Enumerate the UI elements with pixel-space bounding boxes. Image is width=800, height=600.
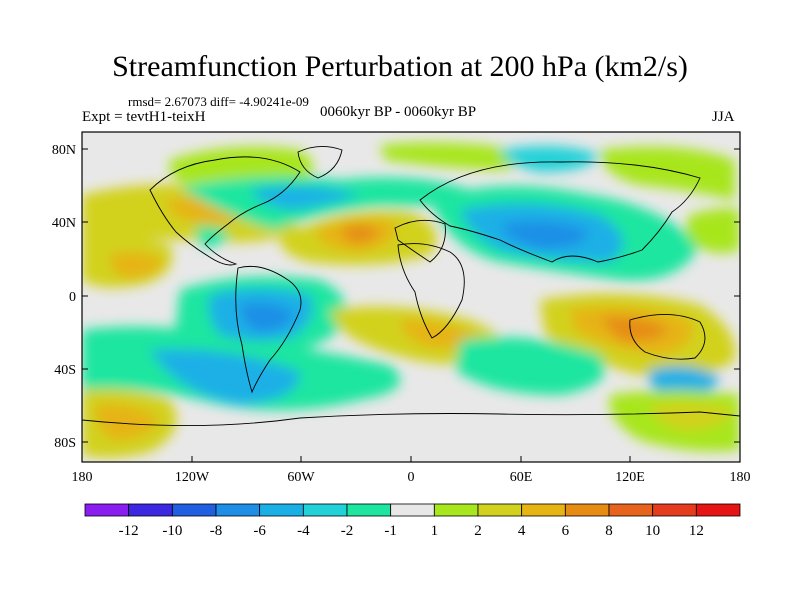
legend-swatch — [259, 503, 304, 517]
contour-patch — [169, 146, 314, 185]
lon-ticks — [81, 456, 741, 462]
season-label: JJA — [712, 109, 735, 125]
experiment-label: Expt = tevtH1-teixH — [82, 109, 206, 125]
stats-text: rmsd= 2.67073 diff= -4.90241e-09 — [128, 94, 309, 109]
legend-label: 8 — [605, 523, 613, 539]
legend-swatch — [302, 503, 348, 517]
legend-swatch — [128, 503, 173, 517]
legend-label: -6 — [253, 523, 266, 539]
legend-labels: -12 -10 -8 -6 -4 -2 -1 1 2 4 6 8 10 12 — [119, 523, 704, 539]
legend-swatch — [84, 503, 130, 517]
period-label: 0060kyr BP - 0060kyr BP — [320, 104, 477, 120]
lat-ticks — [82, 148, 740, 443]
legend-label: 10 — [645, 523, 660, 539]
color-legend — [84, 503, 741, 517]
legend-label: -12 — [119, 523, 139, 539]
legend-swatch — [564, 503, 610, 517]
legend-label: -4 — [297, 523, 310, 539]
coastlines — [82, 146, 740, 426]
legend-label: -1 — [384, 523, 397, 539]
legend-swatch — [477, 503, 523, 517]
contour-patch — [95, 404, 160, 440]
contour-patch — [686, 208, 740, 254]
legend-label: -8 — [210, 523, 223, 539]
legend-label: 2 — [474, 523, 482, 539]
legend-label: -10 — [162, 523, 182, 539]
legend-label: 4 — [518, 523, 526, 539]
contour-patch — [240, 302, 295, 332]
legend-swatch — [521, 503, 566, 517]
chart-title: Streamfunction Perturbation at 200 hPa (… — [112, 50, 688, 83]
lat-label-80s: 80S — [54, 436, 76, 451]
legend-label: 1 — [431, 523, 439, 539]
legend-swatch — [433, 503, 479, 517]
contour-patch — [650, 402, 735, 431]
legend-swatch — [608, 503, 654, 517]
lat-label-40s: 40S — [54, 363, 76, 378]
lat-label-0: 0 — [69, 290, 76, 305]
legend-swatch — [346, 503, 392, 517]
contour-patch — [455, 337, 605, 395]
lon-label-60w: 60W — [287, 470, 315, 485]
legend-label: 12 — [689, 523, 704, 539]
legend-swatch — [171, 503, 217, 517]
legend-swatch — [215, 503, 261, 517]
lat-label-40n: 40N — [52, 216, 76, 231]
legend-swatch — [695, 503, 741, 517]
lon-label-60e: 60E — [510, 470, 533, 485]
legend-label: -2 — [341, 523, 354, 539]
lon-label-180e: 180 — [730, 470, 751, 485]
contour-patch — [380, 142, 525, 170]
lon-label-120e: 120E — [615, 470, 645, 485]
lon-label-120w: 120W — [175, 470, 210, 485]
lon-label-180w: 180 — [72, 470, 93, 485]
contour-patch — [150, 349, 300, 405]
legend-swatch — [652, 503, 697, 517]
contour-patch — [250, 186, 360, 210]
contour-patch — [500, 221, 590, 249]
legend-swatch — [390, 503, 435, 517]
contour-patch — [600, 146, 735, 200]
contour-field — [82, 132, 740, 462]
legend-label: 6 — [562, 523, 570, 539]
lat-label-80n: 80N — [52, 143, 76, 158]
contour-patch — [500, 146, 600, 172]
contour-patch — [600, 316, 670, 342]
lon-label-0: 0 — [408, 470, 415, 485]
contour-patch — [109, 252, 165, 279]
contour-patch — [340, 224, 380, 243]
